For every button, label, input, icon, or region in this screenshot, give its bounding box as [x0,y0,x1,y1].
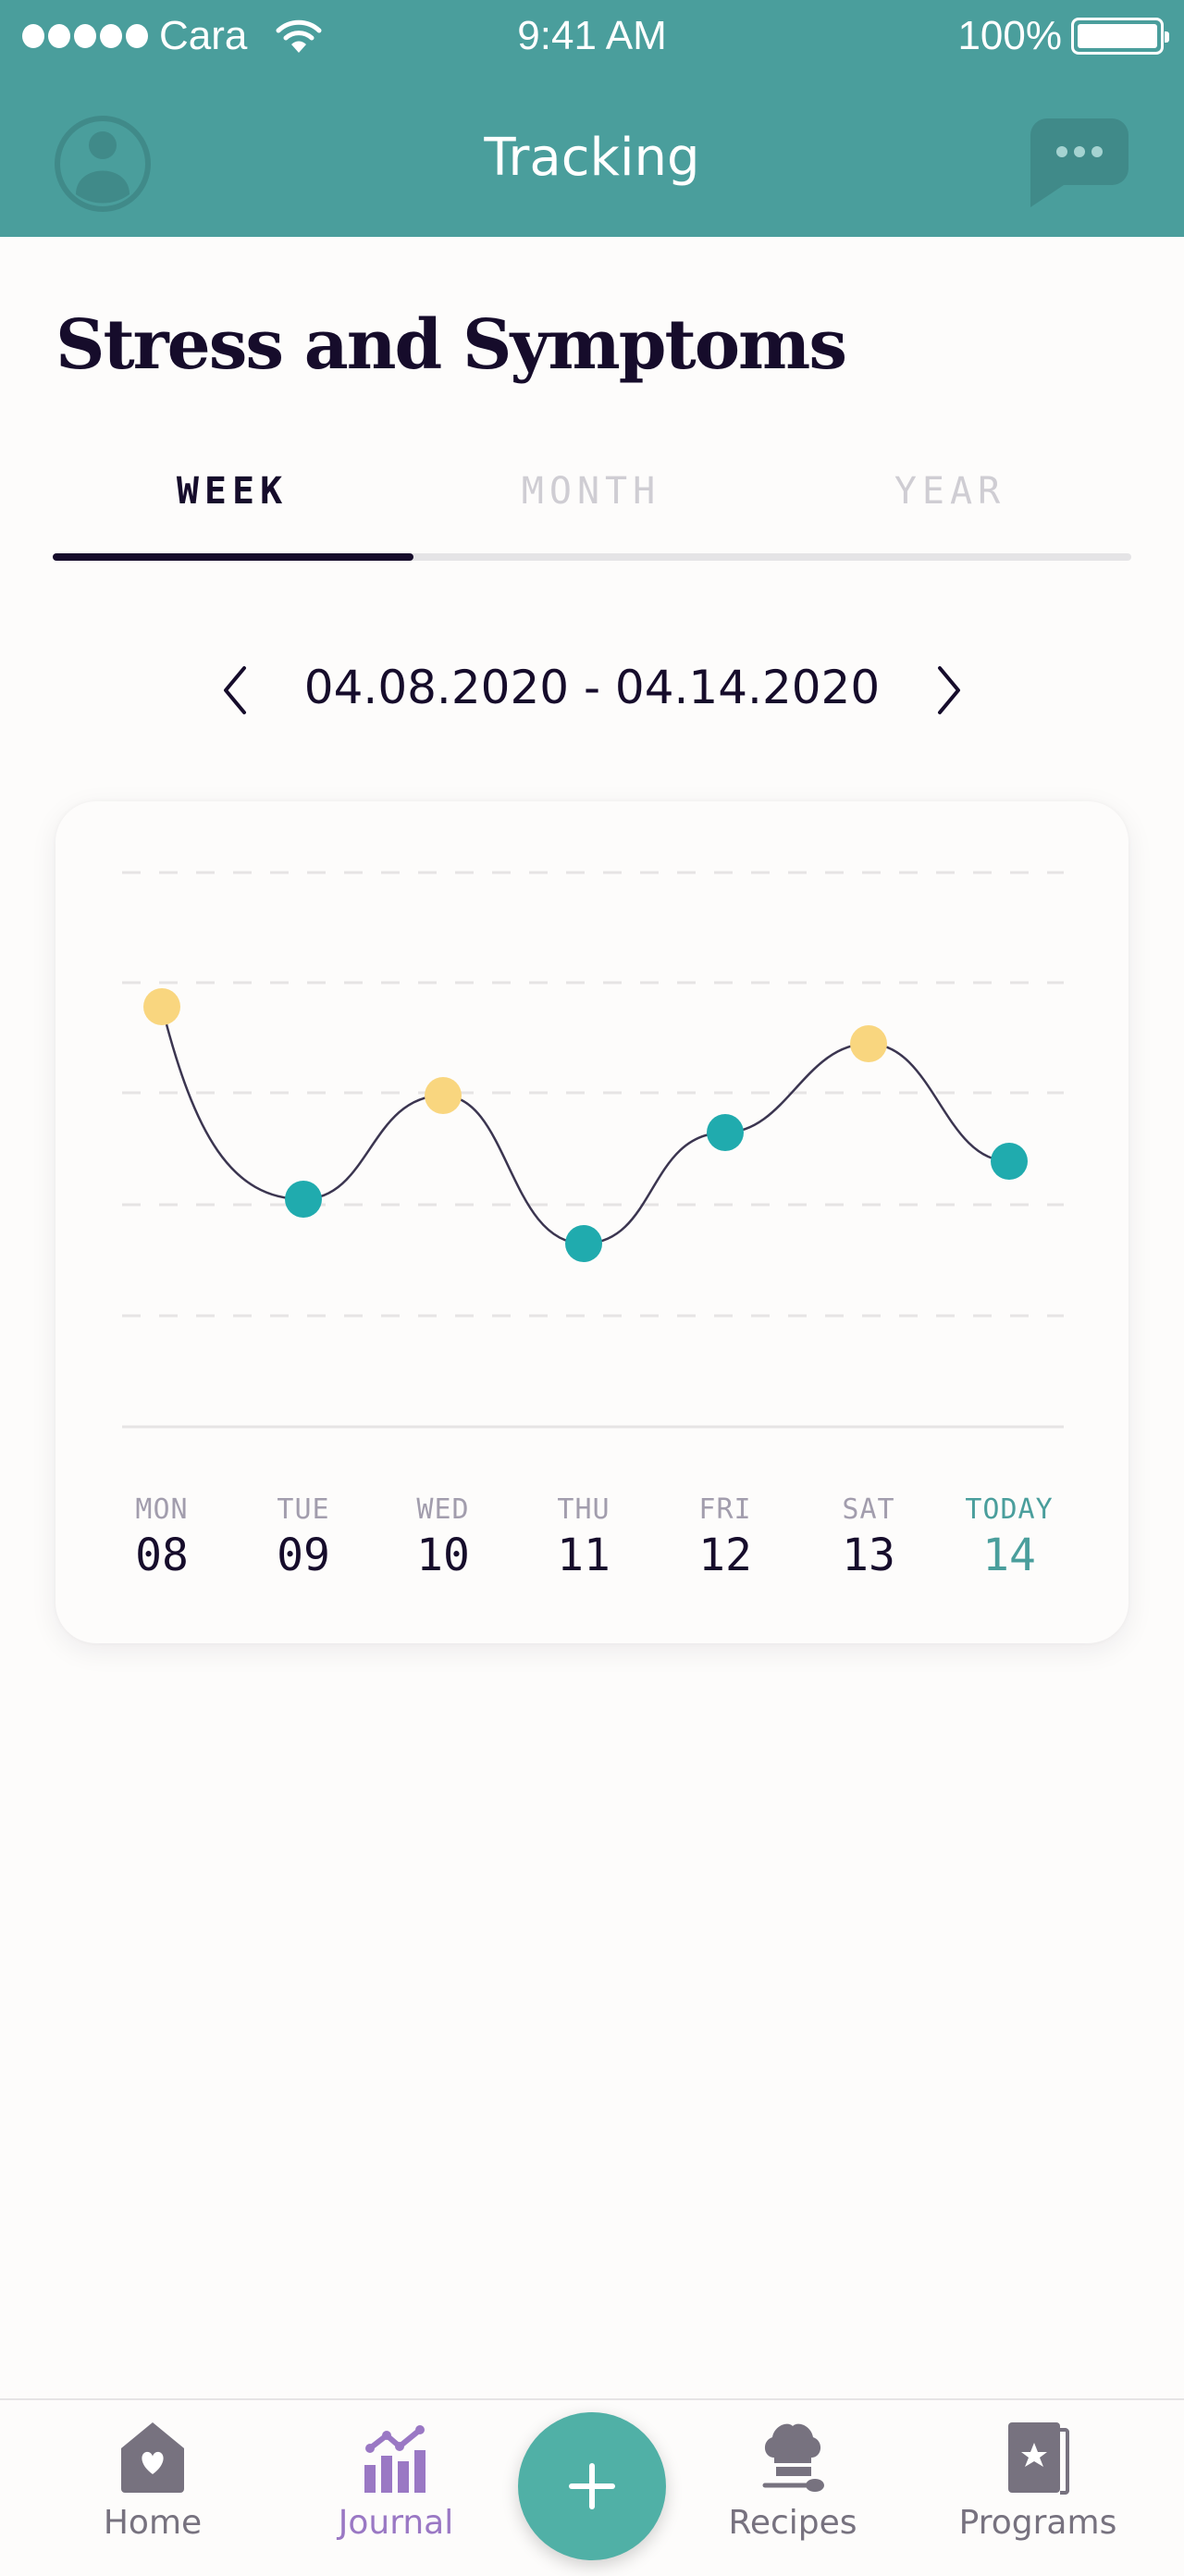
date-range: 04.08.2020 - 04.14.2020 [303,661,881,714]
tab-active-indicator [53,553,413,561]
nav-label: Journal [338,2504,454,2542]
day-number: 13 [842,1530,895,1581]
day-name: TODAY [965,1493,1054,1526]
period-tabs: WEEK MONTH YEAR [53,463,1131,564]
nav-item-programs[interactable]: Programs [945,2400,1130,2576]
day-label[interactable]: THU 11 [519,1493,648,1581]
nav-item-recipes[interactable]: Recipes [700,2400,885,2576]
data-point-fri[interactable] [707,1114,744,1151]
day-number: 14 [982,1530,1036,1581]
user-avatar-icon[interactable] [54,115,152,213]
day-label[interactable]: MON 08 [97,1493,227,1581]
day-axis: MON 08 TUE 09 WED 10 THU 11 FRI 12 SAT 1… [56,1493,1128,1604]
nav-item-home[interactable]: Home [60,2400,245,2576]
chart-card: MON 08 TUE 09 WED 10 THU 11 FRI 12 SAT 1… [56,801,1128,1643]
day-number: 09 [277,1530,330,1581]
data-points [143,988,1028,1262]
home-heart-icon [121,2422,184,2493]
day-label[interactable]: WED 10 [378,1493,508,1581]
wifi-icon [276,19,322,53]
day-number: 11 [557,1530,610,1581]
tab-month[interactable]: MONTH [521,470,661,513]
chevron-right-icon[interactable] [931,664,968,716]
nav-label: Programs [958,2504,1117,2542]
data-point-tue[interactable] [285,1181,322,1218]
nav-label: Home [103,2504,203,2542]
star-book-icon [1008,2422,1069,2495]
day-number: 10 [416,1530,470,1581]
day-name: MON [135,1493,189,1526]
signal-dots-icon [22,24,148,48]
status-time: 9:41 AM [517,13,667,58]
chevron-left-icon[interactable] [216,664,253,716]
plus-icon [569,2463,615,2509]
day-label[interactable]: FRI 12 [660,1493,790,1581]
page-title: Stress and Symptoms [56,305,847,385]
day-name: TUE [277,1493,330,1526]
day-name: SAT [842,1493,895,1526]
day-number: 12 [698,1530,752,1581]
day-number: 08 [135,1530,189,1581]
nav-item-journal[interactable]: Journal [303,2400,488,2576]
tab-year[interactable]: YEAR [894,470,1006,513]
nav-label: Recipes [728,2504,857,2542]
chef-hat-icon [762,2423,824,2492]
day-name: THU [557,1493,610,1526]
chart-journal-icon [364,2425,426,2493]
tab-week[interactable]: WEEK [176,470,289,513]
grid-lines [122,871,1064,1318]
data-point-mon[interactable] [143,988,180,1025]
day-label[interactable]: TUE 09 [239,1493,368,1581]
add-entry-button[interactable] [518,2412,666,2560]
date-navigator: 04.08.2020 - 04.14.2020 [204,653,980,727]
status-carrier: Cara [22,13,323,59]
day-label[interactable]: SAT 13 [804,1493,933,1581]
data-point-sat[interactable] [850,1025,887,1062]
battery-icon [1071,18,1169,55]
data-point-thu[interactable] [565,1225,602,1262]
carrier-name: Cara [159,13,248,58]
day-name: WED [416,1493,470,1526]
status-battery: 100% [957,13,1169,59]
day-name: FRI [698,1493,752,1526]
day-label-today[interactable]: TODAY 14 [944,1493,1074,1581]
tab-track [53,553,1131,561]
data-point-today[interactable] [991,1143,1028,1180]
app-header: Cara 9:41 AM 100% Tracking [0,0,1184,237]
data-point-wed[interactable] [425,1077,462,1114]
stress-line-chart [122,871,1064,1429]
header-title: Tracking [484,128,700,188]
chat-bubble-icon[interactable] [1030,117,1128,209]
battery-percent: 100% [957,13,1062,58]
